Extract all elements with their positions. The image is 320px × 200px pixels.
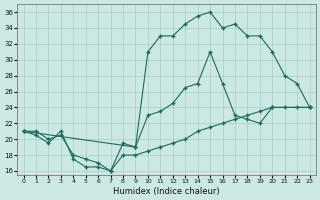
X-axis label: Humidex (Indice chaleur): Humidex (Indice chaleur) bbox=[113, 187, 220, 196]
